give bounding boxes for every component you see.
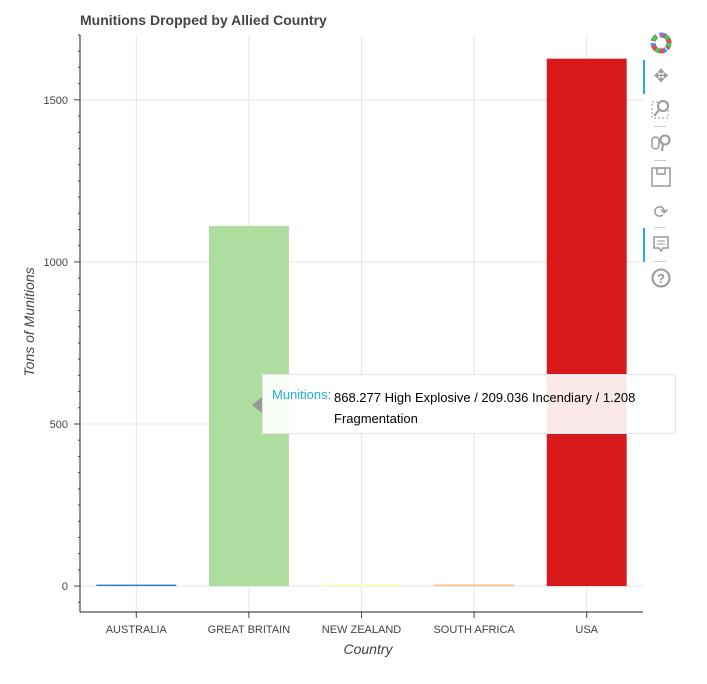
bokeh-logo-icon[interactable] [649, 32, 673, 56]
x-axis-label: Country [343, 641, 393, 657]
bar-australia [96, 584, 177, 587]
toolbar-divider [654, 261, 666, 262]
x-tick-label: GREAT BRITAIN [208, 624, 291, 636]
x-tick-label: AUSTRALIA [106, 624, 168, 636]
hover-tooltip: Munitions: 868.277 High Explosive / 209.… [252, 374, 676, 434]
toolbar-divider [654, 160, 666, 161]
wheel-zoom-icon[interactable] [649, 132, 673, 156]
reset-icon[interactable]: ⟳ [653, 202, 669, 222]
y-tick-label: 1500 [44, 95, 68, 107]
x-tick-label: NEW ZEALAND [322, 624, 402, 636]
tooltip-arrow [252, 397, 262, 413]
bar-south-africa [434, 584, 515, 587]
y-tick-label: 0 [62, 581, 68, 593]
svg-text:?: ? [657, 271, 665, 286]
y-tick-label: 500 [50, 419, 68, 431]
x-tick-label: SOUTH AFRICA [433, 624, 515, 636]
bar-usa [546, 58, 627, 587]
toolbar-divider [654, 227, 666, 228]
pan-icon[interactable]: ✥ [653, 66, 669, 86]
tooltip-label: Munitions: [272, 387, 332, 402]
bar-new-zealand [321, 583, 402, 587]
tooltip-value: 868.277 High Explosive / 209.036 Incendi… [334, 390, 636, 426]
active-indicator [643, 228, 645, 262]
hover-icon[interactable] [649, 233, 673, 257]
x-tick-label: USA [575, 624, 598, 636]
save-icon[interactable] [649, 166, 673, 190]
toolbar-divider [654, 126, 666, 127]
chart-title: Munitions Dropped by Allied Country [80, 12, 327, 28]
y-tick-label: 1000 [44, 257, 68, 269]
y-axis-label: Tons of Munitions [21, 267, 37, 376]
help-icon[interactable]: ? [649, 267, 673, 291]
active-indicator [643, 60, 645, 94]
box-zoom-icon[interactable] [649, 98, 673, 122]
